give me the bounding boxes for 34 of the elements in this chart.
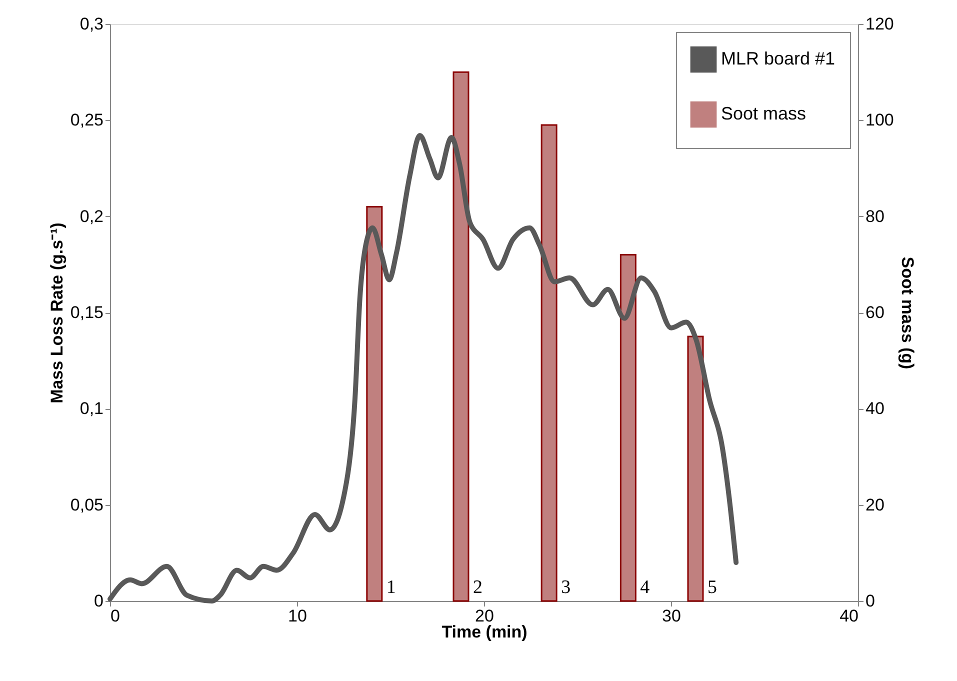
y-tick-label: 0 [94, 592, 104, 610]
annotation: 5 [707, 577, 717, 598]
bar [620, 254, 636, 602]
y-tick-label: 0,25 [70, 110, 104, 130]
annotation: 1 [386, 577, 396, 598]
y2-tick-label: 80 [866, 206, 884, 226]
bar [366, 206, 383, 602]
y-tick-label: 0,3 [80, 14, 104, 34]
x-tick-label: 30 [662, 606, 681, 626]
annotation: 4 [640, 577, 650, 598]
bar [452, 71, 470, 602]
y2-tick-label: 40 [866, 399, 884, 418]
x-tick-label: 40 [840, 606, 858, 626]
annotation: 3 [561, 577, 571, 598]
y-tick-label: 0,15 [70, 303, 104, 322]
y-tick-label: 0,1 [80, 399, 104, 418]
x-axis-title: Time (min) [442, 622, 528, 642]
legend-label: MLR board #1 [721, 48, 836, 68]
x-tick-label: 20 [475, 606, 494, 626]
y-tick-label: 0,05 [70, 495, 104, 514]
y2-tick-label: 0 [866, 592, 875, 610]
legend-label: Soot mass [721, 104, 806, 124]
y2-tick-label: 20 [866, 495, 884, 514]
y2-axis-title: Soot mass (g) [898, 256, 917, 370]
x-tick-label: 0 [110, 606, 120, 626]
x-tick-label: 10 [288, 606, 307, 626]
y-axis-title: Mass Loss Rate (g.s⁻¹) [47, 222, 66, 404]
y2-tick-label: 60 [866, 303, 884, 322]
y2-tick-label: 100 [866, 110, 894, 130]
annotation: 2 [473, 577, 482, 598]
y-tick-label: 0,2 [80, 206, 104, 226]
bar [540, 124, 558, 602]
y2-tick-label: 120 [866, 14, 894, 34]
bar [687, 336, 704, 602]
